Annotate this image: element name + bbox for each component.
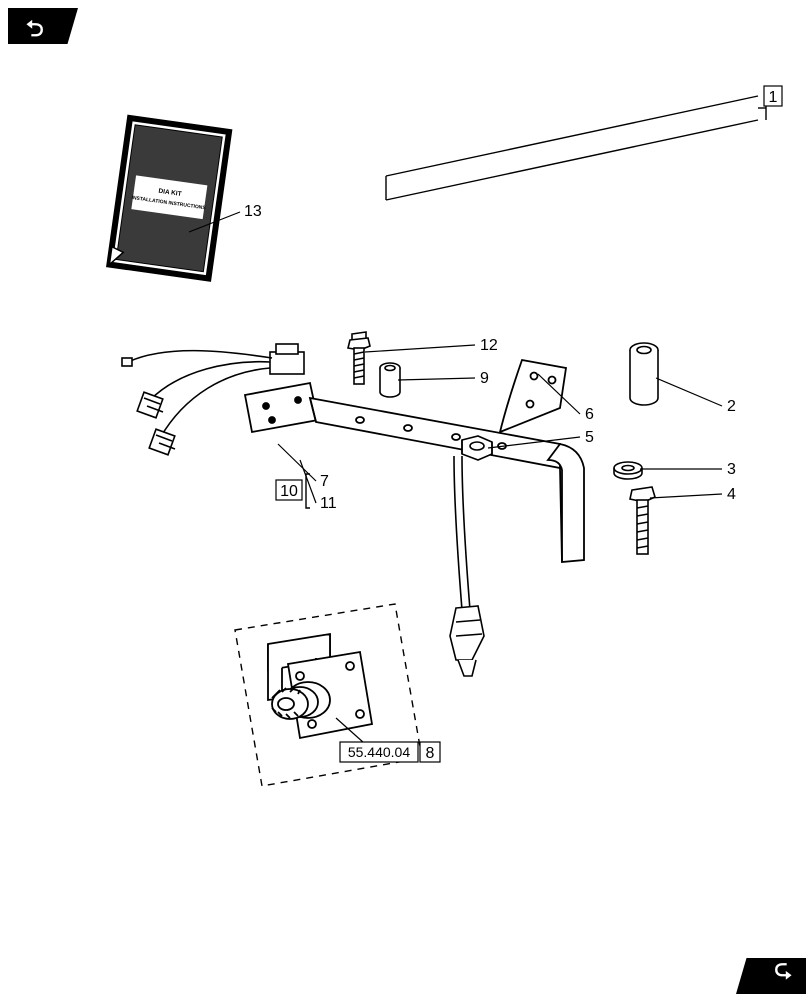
callout-ref: 55.440.04: [348, 744, 410, 760]
manual-illustration: DIA KIT INSTALLATION INSTRUCTIONS: [109, 118, 229, 278]
callout-4: 4: [727, 486, 736, 503]
callout-13: 13: [244, 203, 262, 220]
callout-2: 2: [727, 398, 736, 415]
callout-11: 11: [320, 495, 337, 512]
spacer-2: [630, 343, 658, 405]
washer-3: [614, 462, 642, 479]
callout-6: 6: [585, 406, 594, 423]
nut-5: [462, 436, 492, 460]
callout-1: 1: [769, 89, 778, 106]
callout-8: 8: [426, 745, 435, 762]
sensor-illustration: [268, 634, 372, 738]
diagram-canvas: DIA KIT INSTALLATION INSTRUCTIONS: [0, 0, 812, 1000]
callout-5: 5: [585, 429, 594, 446]
callout-9: 9: [480, 370, 489, 387]
nav-prev-button[interactable]: [8, 8, 78, 44]
spacer-9: [380, 363, 400, 397]
nav-next-button[interactable]: [736, 958, 806, 994]
bolt-4: [630, 487, 655, 554]
callout-10: 10: [280, 483, 298, 500]
callout-3: 3: [727, 461, 736, 478]
callout-12: 12: [480, 337, 498, 354]
bolt-12: [348, 332, 370, 384]
callout-7: 7: [320, 473, 329, 490]
